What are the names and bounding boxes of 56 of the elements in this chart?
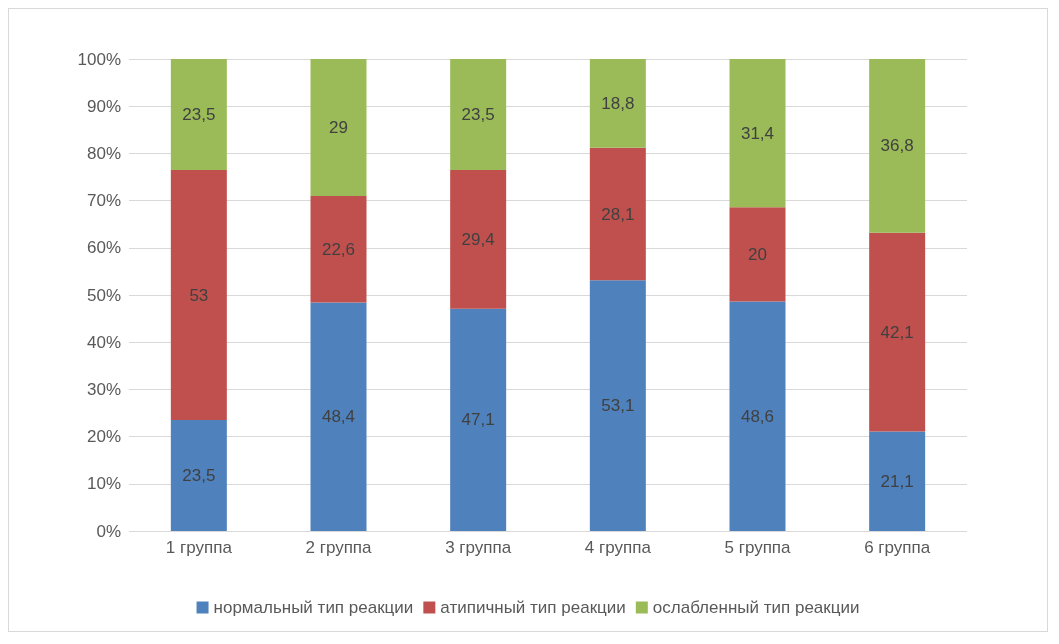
y-tick-label: 60% [86,238,121,258]
x-tick-label: 3 группа [445,538,512,557]
y-tick-label: 30% [86,379,121,399]
data-label: 47,1 [461,410,495,430]
data-label: 23,5 [461,104,495,124]
y-tick-label: 40% [86,332,121,352]
bar [170,59,227,170]
data-label: 18,8 [601,93,635,113]
x-tick-label: 4 группа [584,538,652,557]
bar [310,195,367,303]
y-tick-label: 100% [77,49,121,69]
data-label: 23,5 [182,466,216,486]
data-label: 31,4 [740,123,775,143]
y-tick-label: 90% [86,96,121,116]
bar [869,59,926,233]
legend-label: ослабленный тип реакции [652,598,860,617]
bar [170,169,227,421]
data-label: 48,4 [321,407,356,427]
x-tick-label: 5 группа [724,538,792,557]
data-label: 53,1 [601,396,635,416]
x-tick-label: 2 группа [305,538,373,557]
data-label: 42,1 [880,322,914,342]
bar [869,431,926,531]
legend-label: нормальный тип реакции [213,598,414,617]
bar [729,301,786,531]
data-label: 23,5 [182,104,216,124]
y-tick-label: 0% [96,521,121,541]
bar [170,420,227,531]
y-tick-label: 10% [86,474,121,494]
y-tick-label: 20% [86,427,121,447]
data-label: 48,6 [740,406,775,426]
bar [450,59,507,170]
bar [310,302,367,531]
data-label: 21,1 [880,471,914,491]
bar [589,59,646,148]
data-label: 36,8 [880,136,914,156]
data-label: 28,1 [601,204,635,224]
y-tick-label: 50% [86,285,121,305]
bar [450,308,507,531]
y-tick-label: 70% [86,191,121,211]
bar [310,59,367,196]
data-label: 29,4 [461,229,495,249]
data-label: 29 [329,117,348,137]
x-tick-label: 1 группа [165,538,233,557]
bar [869,232,926,432]
x-tick-label: 6 группа [864,538,931,557]
bar [729,207,786,302]
data-label: 53 [189,285,209,305]
legend-label: атипичный тип реакции [440,598,626,617]
y-tick-label: 80% [86,143,121,163]
bar [450,169,507,309]
bar [589,280,646,531]
data-label: 22,6 [321,239,356,259]
data-label: 20 [748,244,767,264]
bar [729,59,786,208]
bar [589,147,646,281]
